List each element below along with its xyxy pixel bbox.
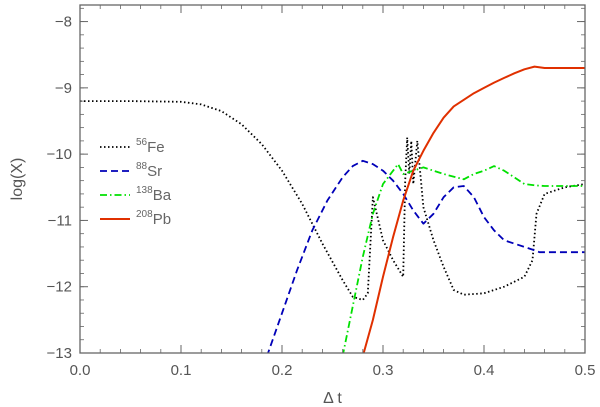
legend-label-ba: 138Ba xyxy=(136,185,172,204)
series-line-sr xyxy=(267,159,585,353)
x-tick-label: 0.5 xyxy=(575,362,596,379)
series-line-fe xyxy=(80,100,585,301)
legend: 56Fe 88Sr 138Ba 208Pb xyxy=(100,137,172,228)
legend-label-sr: 88Sr xyxy=(136,161,162,180)
labels-layer: 0.0 0.1 0.2 0.3 0.4 0.5 −13 −12 −11 −10 −9 −8 Δ t log… xyxy=(9,14,595,407)
legend-label-fe: 56Fe xyxy=(136,137,165,156)
y-tick-label: −13 xyxy=(47,345,72,362)
series-layer xyxy=(80,65,585,353)
x-tick-label: 0.3 xyxy=(373,362,394,379)
x-tick-label: 0.1 xyxy=(171,362,192,379)
series-line-pb xyxy=(362,65,585,353)
x-axis-label: Δ t xyxy=(323,390,342,407)
y-tick-label: −11 xyxy=(48,212,72,229)
x-tick-label: 0.4 xyxy=(474,362,495,379)
ticks-layer xyxy=(79,5,586,354)
legend-label-pb: 208Pb xyxy=(136,209,171,228)
series-line-ba xyxy=(342,163,585,353)
plot-frame xyxy=(79,4,586,354)
y-tick-label: −8 xyxy=(55,14,72,31)
y-tick-label: −9 xyxy=(55,80,72,97)
y-axis-label: log(X) xyxy=(9,158,26,201)
y-tick-label: −10 xyxy=(47,146,72,163)
x-tick-label: 0.0 xyxy=(70,362,91,379)
y-tick-label: −12 xyxy=(47,279,72,296)
x-tick-label: 0.2 xyxy=(272,362,293,379)
